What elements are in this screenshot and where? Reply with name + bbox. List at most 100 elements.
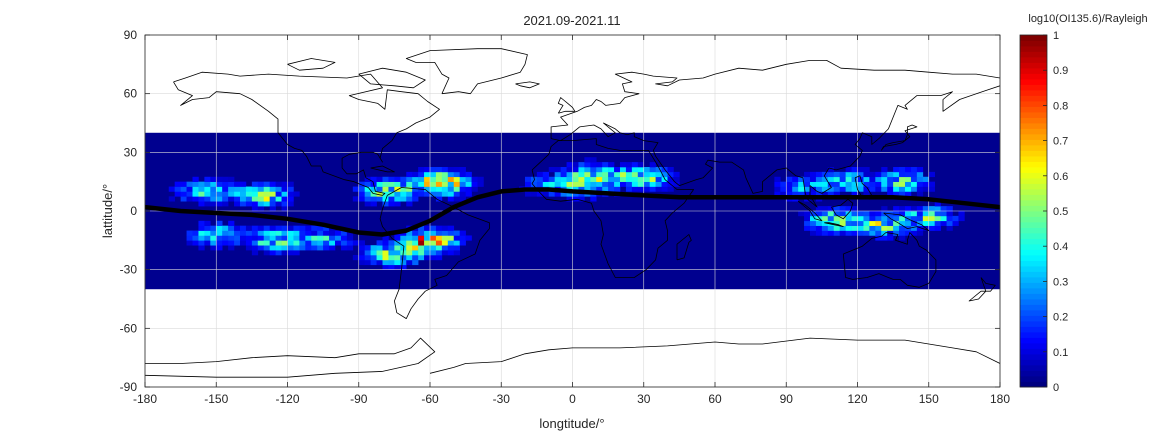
- heatmap-cell: [245, 191, 253, 197]
- heatmap-cell: [364, 201, 371, 207]
- heatmap-cell: [857, 215, 864, 222]
- heatmap-cell: [382, 259, 389, 266]
- heatmap-cell: [554, 176, 561, 182]
- heatmap-cell: [928, 181, 935, 187]
- heatmap-cell: [875, 235, 882, 241]
- heatmap-cell: [441, 191, 449, 197]
- heatmap-cell: [441, 245, 449, 251]
- colorbar-segment: [1020, 326, 1047, 333]
- heatmap-cell: [899, 220, 906, 226]
- colorbar-segment: [1020, 62, 1047, 69]
- heatmap-cell: [435, 171, 443, 178]
- heatmap-cell: [435, 245, 443, 251]
- heatmap-cell: [566, 176, 573, 182]
- heatmap-cell: [614, 167, 621, 173]
- heatmap-cell: [548, 176, 555, 182]
- heatmap-cell: [394, 259, 401, 266]
- heatmap-cell: [441, 225, 449, 231]
- heatmap-cell: [198, 181, 205, 187]
- colorbar-segment: [1020, 95, 1047, 102]
- heatmap-cell: [251, 201, 259, 207]
- heatmap-cell: [388, 176, 395, 182]
- axis-ticks: -180 -150 -120 -90 -60 -30 0 30 60 90 120 150 180 -90…: [120, 28, 1011, 406]
- heatmap-cell: [305, 225, 312, 231]
- heatmap-cell: [287, 250, 294, 256]
- coastline: [145, 337, 436, 378]
- colorbar-segment: [1020, 84, 1047, 91]
- coastline: [531, 138, 694, 278]
- heatmap-cell: [441, 240, 449, 246]
- heatmap-cell: [631, 181, 639, 187]
- heatmap-cell: [804, 211, 811, 217]
- heatmap-cell: [602, 167, 609, 173]
- heatmap-cell: [299, 230, 306, 236]
- heatmap-cell: [174, 186, 181, 192]
- heatmap-cell: [269, 235, 276, 241]
- colorbar-segment: [1020, 321, 1047, 327]
- heatmap-cell: [435, 235, 443, 241]
- heatmap-cell: [590, 186, 597, 192]
- heatmap-cell: [810, 171, 817, 178]
- heatmap-cell: [815, 220, 823, 226]
- heatmap-cell: [881, 167, 888, 173]
- heatmap-cell: [234, 225, 241, 231]
- heatmap-cell: [810, 220, 817, 226]
- heatmap-cell: [572, 167, 579, 173]
- heatmap-cell: [798, 191, 805, 197]
- heatmap-cell: [210, 225, 217, 231]
- heatmap-cell: [649, 162, 656, 168]
- heatmap-cell: [899, 181, 906, 187]
- heatmap-cell: [168, 186, 175, 192]
- heatmap-cell: [934, 201, 941, 207]
- heatmap-cell: [584, 167, 591, 173]
- heatmap-cell: [329, 245, 336, 251]
- heatmap-cell: [804, 191, 811, 197]
- heatmap-cell: [216, 220, 223, 226]
- heatmap-cell: [275, 196, 282, 202]
- heatmap-cell: [323, 225, 330, 231]
- heatmap-cell: [620, 162, 627, 168]
- heatmap-cell: [821, 181, 829, 187]
- heatmap-cell: [376, 245, 383, 251]
- heatmap-cell: [228, 240, 235, 246]
- heatmap-cell: [447, 191, 455, 197]
- heatmap-cell: [465, 191, 472, 197]
- heatmap-cell: [572, 171, 579, 178]
- heatmap-cell: [821, 220, 829, 226]
- heatmap-cell: [222, 191, 229, 197]
- heatmap-cell: [910, 211, 918, 217]
- heatmap-cell: [536, 176, 544, 182]
- heatmap-cell: [815, 206, 823, 212]
- heatmap-cell: [447, 235, 455, 241]
- heatmap-cell: [827, 215, 835, 222]
- heatmap-cell: [893, 171, 900, 178]
- heatmap-cell: [899, 171, 906, 178]
- heatmap-cell: [631, 162, 639, 168]
- heatmap-cell: [364, 191, 371, 197]
- heatmap-cell: [453, 191, 460, 197]
- heatmap-cell: [928, 225, 935, 231]
- heatmap-cell: [251, 235, 259, 241]
- heatmap-cell: [406, 181, 413, 187]
- heatmap-cell: [916, 220, 924, 226]
- heatmap-cell: [251, 250, 259, 256]
- heatmap-cell: [875, 230, 882, 236]
- heatmap-cell: [335, 240, 342, 246]
- heatmap-cell: [358, 181, 365, 187]
- heatmap-cell: [204, 191, 211, 197]
- heatmap-cell: [916, 225, 924, 231]
- heatmap-cell: [257, 191, 265, 197]
- coastline: [405, 48, 528, 95]
- colorbar-tick-label: 0.1: [1053, 347, 1068, 359]
- heatmap-cell: [578, 176, 585, 182]
- colorbar-tick-label: 0.4: [1053, 241, 1068, 253]
- heatmap-cell: [424, 171, 431, 178]
- heatmap-cell: [566, 181, 573, 187]
- heatmap-cell: [222, 235, 229, 241]
- heatmap-cell: [406, 250, 413, 256]
- heatmap-cell: [435, 186, 443, 192]
- heatmap-cell: [863, 171, 870, 178]
- heatmap-cell: [922, 186, 930, 192]
- coastline: [287, 58, 336, 71]
- heatmap-cell: [804, 220, 811, 226]
